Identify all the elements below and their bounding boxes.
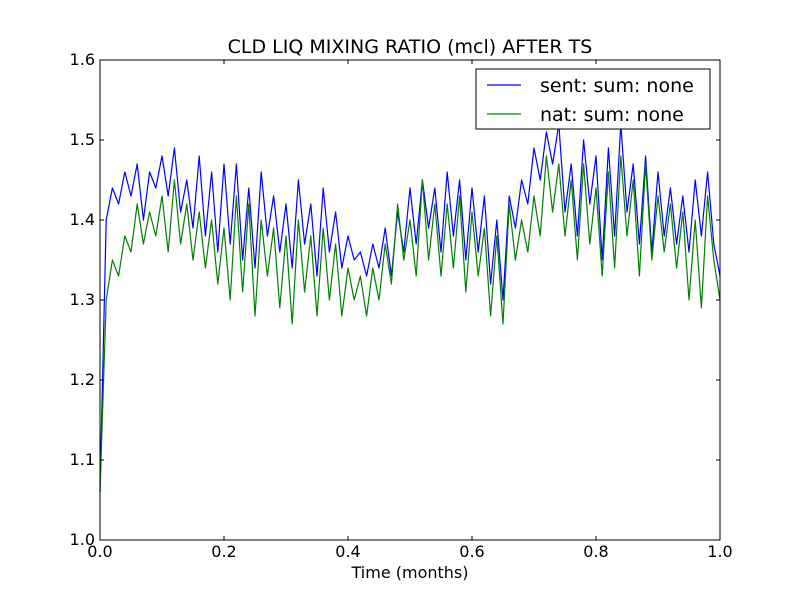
y-tick-label: 1.0 bbox=[70, 530, 95, 549]
x-tick-label: 0.8 bbox=[583, 542, 608, 561]
legend-label-nat: nat: sum: none bbox=[540, 104, 684, 126]
x-tick-label: 1.0 bbox=[707, 542, 732, 561]
series-line-0 bbox=[99, 123, 721, 493]
series-layer bbox=[99, 123, 721, 493]
chart-title: CLD LIQ MIXING RATIO (mcl) AFTER TS bbox=[228, 36, 593, 58]
series-line-1 bbox=[99, 155, 721, 493]
x-tick-label: 0.4 bbox=[335, 542, 360, 561]
y-tick-label: 1.3 bbox=[70, 290, 95, 309]
y-tick-label: 1.1 bbox=[70, 450, 95, 469]
y-tick-label: 1.6 bbox=[70, 50, 95, 69]
x-axis-label: Time (months) bbox=[351, 563, 469, 582]
legend-box bbox=[475, 68, 711, 130]
tick-layer: 0.0 0.2 0.4 0.6 0.8 1.0 1.0 1.1 1.2 1.3 1.4 1.5 1.6 bbox=[70, 50, 733, 561]
x-tick-label: 0.0 bbox=[87, 542, 112, 561]
x-tick-label: 0.6 bbox=[459, 542, 484, 561]
legend-label-sent: sent: sum: none bbox=[540, 75, 694, 97]
legend: sent: sum: none nat: sum: none bbox=[475, 68, 711, 130]
y-tick-label: 1.4 bbox=[70, 210, 95, 229]
y-tick-label: 1.5 bbox=[70, 130, 95, 149]
x-tick-label: 0.2 bbox=[211, 542, 236, 561]
y-tick-label: 1.2 bbox=[70, 370, 95, 389]
